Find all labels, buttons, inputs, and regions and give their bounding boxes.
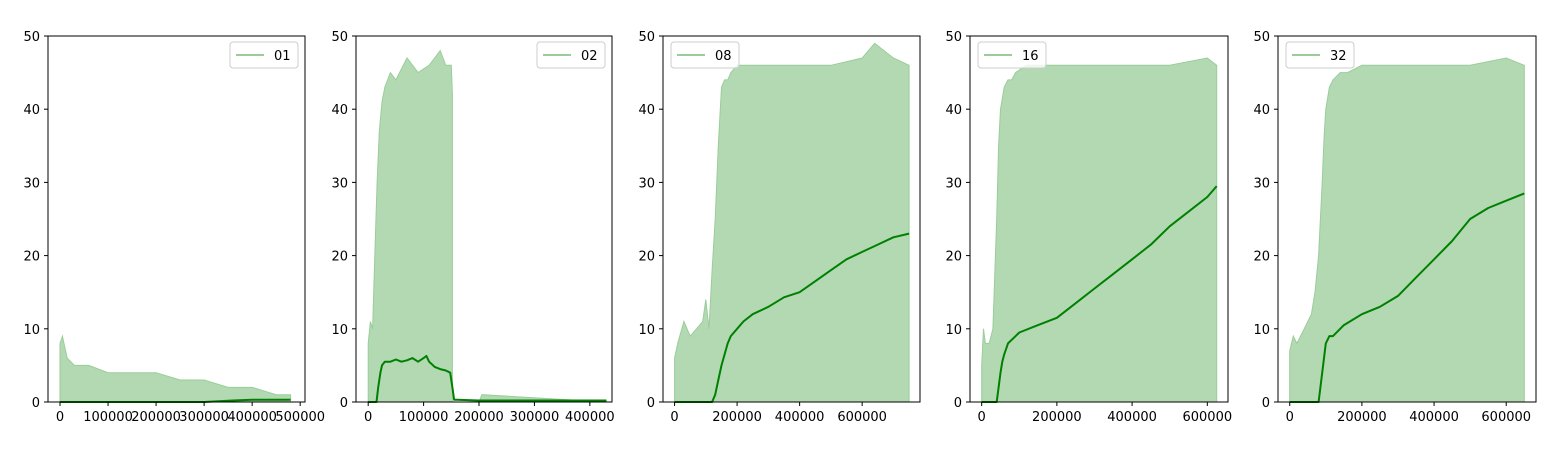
- legend-label: 08: [715, 49, 732, 64]
- y-tick-label: 0: [647, 396, 655, 411]
- x-tick-label: 400000: [775, 410, 825, 425]
- axes-frame: [47, 35, 306, 403]
- y-tick-label: 20: [1253, 250, 1270, 265]
- x-tick-label: 0: [978, 410, 986, 425]
- y-tick-label: 30: [23, 176, 40, 191]
- x-tick-label: 600000: [1182, 410, 1232, 425]
- y-tick-label: 30: [638, 176, 655, 191]
- y-tick-label: 50: [1253, 30, 1270, 45]
- x-tick-label: 600000: [1481, 410, 1531, 425]
- x-tick-label: 300000: [179, 410, 229, 425]
- legend-label: 32: [1330, 49, 1347, 64]
- y-tick-label: 50: [331, 30, 348, 45]
- x-tick-label: 100000: [399, 410, 449, 425]
- y-tick-label: 40: [23, 103, 40, 118]
- x-tick-label: 200000: [1032, 410, 1082, 425]
- x-tick-label: 400000: [1107, 410, 1157, 425]
- x-tick-label: 200000: [1337, 410, 1387, 425]
- x-tick-label: 300000: [510, 410, 560, 425]
- y-tick-label: 0: [1262, 396, 1270, 411]
- y-tick-label: 10: [331, 323, 348, 338]
- y-tick-label: 40: [1253, 103, 1270, 118]
- subplot-08: 0 200000 400000 600000 0 10 20 30 40 50 08: [638, 30, 921, 425]
- x-tick-label: 200000: [454, 410, 504, 425]
- x-tick-label: 200000: [712, 410, 762, 425]
- subplot-01: 0 100000200000300000400000500000010203040…: [23, 30, 325, 425]
- subplot-16: 0 200000 400000 600000 0 10 20 30 40 50 16: [945, 30, 1232, 425]
- legend-label: 01: [274, 49, 291, 64]
- y-tick-label: 0: [32, 396, 40, 411]
- legend: 32: [1285, 41, 1355, 69]
- y-tick-label: 20: [331, 250, 348, 265]
- x-tick-label: 600000: [837, 410, 887, 425]
- y-tick-label: 0: [340, 396, 348, 411]
- y-tick-label: 10: [945, 323, 962, 338]
- x-tick-label: 400000: [565, 410, 615, 425]
- y-tick-label: 50: [23, 30, 40, 45]
- axes-frame: [969, 35, 1229, 403]
- raw-series-area: [674, 42, 910, 403]
- y-tick-label: 20: [23, 250, 40, 265]
- y-tick-label: 50: [638, 30, 655, 45]
- y-tick-label: 40: [945, 103, 962, 118]
- y-tick-label: 10: [1253, 323, 1270, 338]
- x-tick-label: 500000: [275, 410, 325, 425]
- x-tick-label: 400000: [1409, 410, 1459, 425]
- legend: 01: [229, 41, 299, 69]
- axes-frame: [1277, 35, 1537, 403]
- subplot-02: 0 100000 200000 300000 400000 0 10 20 30 40 50 02: [331, 30, 614, 425]
- x-tick-label: 0: [670, 410, 678, 425]
- y-tick-label: 30: [331, 176, 348, 191]
- y-tick-label: 20: [945, 250, 962, 265]
- y-tick-label: 0: [954, 396, 962, 411]
- y-tick-label: 50: [945, 30, 962, 45]
- y-tick-label: 30: [1253, 176, 1270, 191]
- smoothed-series-line: [368, 354, 607, 403]
- smoothed-series-line: [981, 185, 1218, 403]
- axes-frame: [662, 35, 921, 403]
- x-tick-label: 0: [1286, 410, 1294, 425]
- x-tick-label: 0: [56, 410, 64, 425]
- legend: 16: [977, 41, 1047, 69]
- smoothed-series-line: [1289, 192, 1525, 403]
- x-tick-label: 200000: [131, 410, 181, 425]
- smoothed-series-line: [674, 232, 910, 403]
- x-tick-label: 100000: [83, 410, 133, 425]
- y-tick-label: 10: [23, 323, 40, 338]
- x-tick-label: 0: [364, 410, 372, 425]
- legend-label: 02: [581, 49, 598, 64]
- raw-series-area: [1289, 57, 1525, 403]
- x-tick-label: 400000: [227, 410, 277, 425]
- raw-series-area: [981, 57, 1218, 403]
- y-tick-label: 10: [638, 323, 655, 338]
- y-tick-label: 40: [638, 103, 655, 118]
- axes-frame: [355, 35, 613, 403]
- y-tick-label: 20: [638, 250, 655, 265]
- raw-series-area: [59, 334, 292, 403]
- legend: 08: [670, 41, 740, 69]
- legend: 02: [536, 41, 606, 69]
- y-tick-label: 30: [945, 176, 962, 191]
- legend-label: 16: [1022, 49, 1039, 64]
- subplot-32: 0 200000 400000 600000 0 10 20 30 40 50 32: [1253, 30, 1537, 425]
- raw-series-area: [367, 49, 607, 403]
- y-tick-label: 40: [331, 103, 348, 118]
